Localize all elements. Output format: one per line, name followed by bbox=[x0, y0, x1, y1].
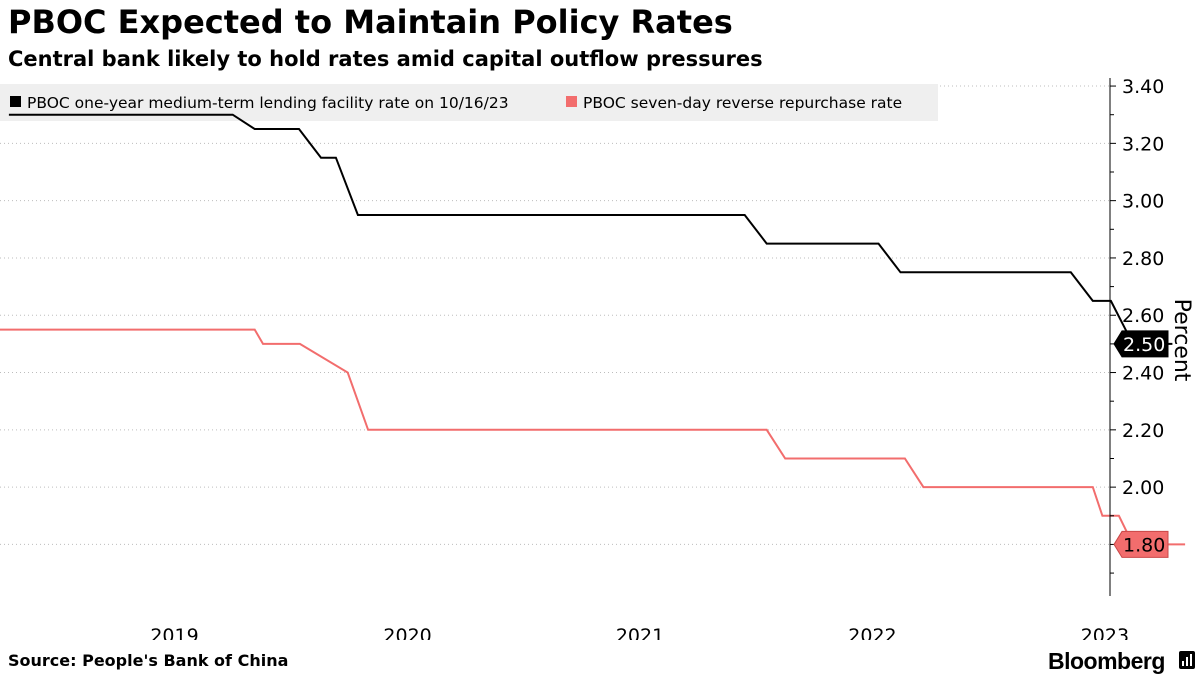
legend-swatch-reverse-repo bbox=[566, 96, 577, 107]
x-tick-label: 2022 bbox=[848, 625, 896, 640]
x-tick-label: 2021 bbox=[616, 625, 664, 640]
x-tick-label: 2020 bbox=[383, 625, 431, 640]
series-line-0 bbox=[8, 113, 1173, 345]
series-layer bbox=[0, 113, 1186, 546]
y-tick-label: 3.40 bbox=[1122, 76, 1164, 98]
x-tick-label: 2019 bbox=[150, 625, 198, 640]
source-note: Source: People's Bank of China bbox=[8, 651, 289, 670]
chart-canvas: PBOC one-year medium-term lending facili… bbox=[0, 76, 1194, 640]
legend-label-reverse-repo: PBOC seven-day reverse repurchase rate bbox=[583, 94, 902, 112]
y-tick-label: 2.20 bbox=[1122, 420, 1164, 442]
legend-label-mlf: PBOC one-year medium-term lending facili… bbox=[27, 94, 509, 112]
y-tick-label: 3.20 bbox=[1122, 133, 1164, 155]
legend-swatch-mlf bbox=[10, 96, 21, 107]
series-line-1 bbox=[0, 328, 1186, 546]
y-tick-label: 2.40 bbox=[1122, 363, 1164, 385]
grid-lines bbox=[0, 85, 1110, 545]
bloomberg-logo: Bloomberg bbox=[1048, 648, 1165, 674]
y-tick-label: 2.00 bbox=[1122, 477, 1164, 499]
end-value-label: 1.80 bbox=[1123, 534, 1165, 556]
y-tick-label: 2.60 bbox=[1122, 305, 1164, 327]
x-tick-label: 2023 bbox=[1081, 625, 1129, 640]
y-tick-label: 2.80 bbox=[1122, 248, 1164, 270]
end-value-label: 2.50 bbox=[1123, 334, 1165, 356]
chart-title: PBOC Expected to Maintain Policy Rates bbox=[8, 3, 733, 41]
end-value-badge bbox=[1113, 330, 1169, 358]
y-tick-label: 3.00 bbox=[1122, 191, 1164, 213]
end-value-badge bbox=[1113, 530, 1169, 558]
y-axis-label: Percent bbox=[1169, 299, 1194, 382]
axes: 3.40 3.20 3.00 2.80 2.60 2.40 2.20 2.00 1.80 2019… bbox=[150, 76, 1169, 640]
chart-subtitle: Central bank likely to hold rates amid c… bbox=[8, 47, 763, 71]
terminal-bars-icon bbox=[1179, 651, 1195, 669]
